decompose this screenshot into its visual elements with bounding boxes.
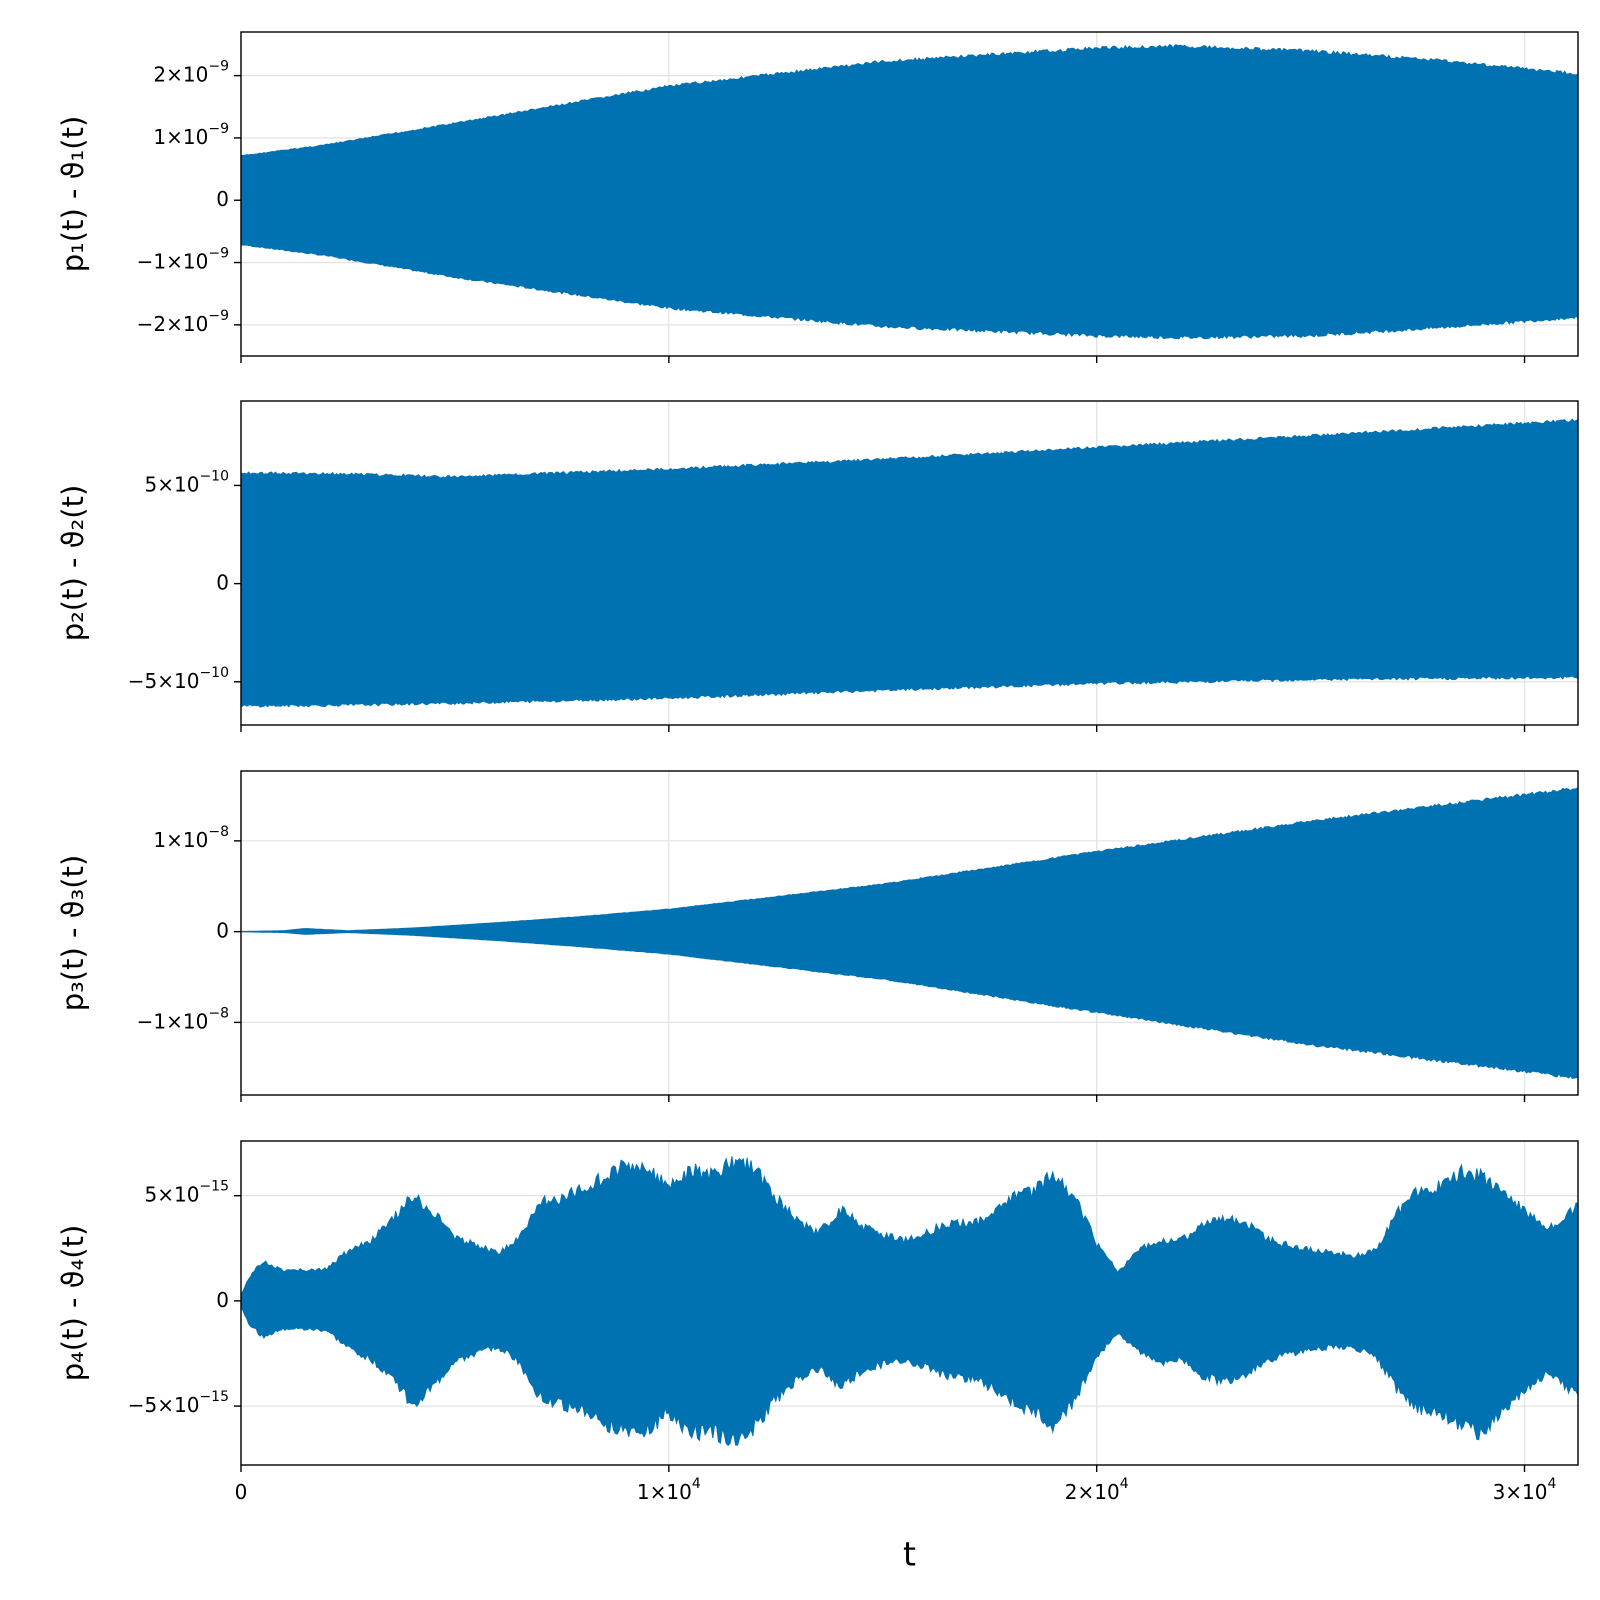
x-tick-label: 0: [235, 1480, 248, 1504]
y-tick-label: 1×10−8: [153, 824, 229, 852]
y-tick-label: −5×10−15: [128, 1389, 229, 1417]
series-band-2: [240, 418, 1579, 709]
y-axis-label: p₄(t) - ϑ₄(t): [56, 1225, 90, 1382]
panel-1: −2×10−9 −1×10−9 0 1×10−9 2×10−9 p₁(t) - ϑ₁(t): [56, 31, 1579, 363]
y-tick-label: 1×10−9: [153, 121, 229, 149]
panel-4: −5×10−15 0 5×10−15 0 1×104 2×104 3×104 p₄(t) - …: [56, 1140, 1579, 1574]
y-tick-label: −1×10−9: [137, 246, 229, 274]
y-tick-label: −2×10−9: [137, 308, 229, 336]
panel-2: −5×10−10 0 5×10−10 p₂(t) - ϑ₂(t): [56, 400, 1579, 732]
y-axis-label: p₃(t) - ϑ₃(t): [56, 855, 90, 1012]
x-tick-label: 1×104: [637, 1476, 701, 1504]
series-band-1: [240, 44, 1579, 340]
y-tick-label: 0: [216, 1287, 229, 1311]
y-axis-label: p₂(t) - ϑ₂(t): [56, 485, 90, 642]
plots-container: −2×10−9 −1×10−9 0 1×10−9 2×10−9 p₁(t) - ϑ₁(t)…: [56, 31, 1579, 1574]
panel-3: −1×10−8 0 1×10−8 p₃(t) - ϑ₃(t): [56, 770, 1579, 1102]
x-axis-label: t: [903, 1535, 916, 1574]
axes-frame: [240, 1140, 1579, 1466]
series-band-4: [240, 1156, 1579, 1447]
y-tick-label: 0: [216, 187, 229, 211]
y-tick-label: −5×10−10: [128, 665, 229, 693]
y-tick-label: 5×10−10: [145, 468, 229, 496]
y-tick-label: 5×10−15: [145, 1179, 229, 1207]
y-tick-label: 2×10−9: [153, 59, 229, 87]
y-tick-label: 0: [216, 918, 229, 942]
y-axis-label: p₁(t) - ϑ₁(t): [56, 116, 90, 273]
y-tick-label: −1×10−8: [137, 1005, 229, 1033]
axes-frame: [240, 31, 1579, 357]
x-tick-label: 3×104: [1493, 1476, 1557, 1504]
series-band-3: [240, 786, 1579, 1079]
y-tick-label: 0: [216, 570, 229, 594]
axes-frame: [240, 770, 1579, 1096]
axes-frame: [240, 400, 1579, 726]
x-tick-label: 2×104: [1065, 1476, 1129, 1504]
